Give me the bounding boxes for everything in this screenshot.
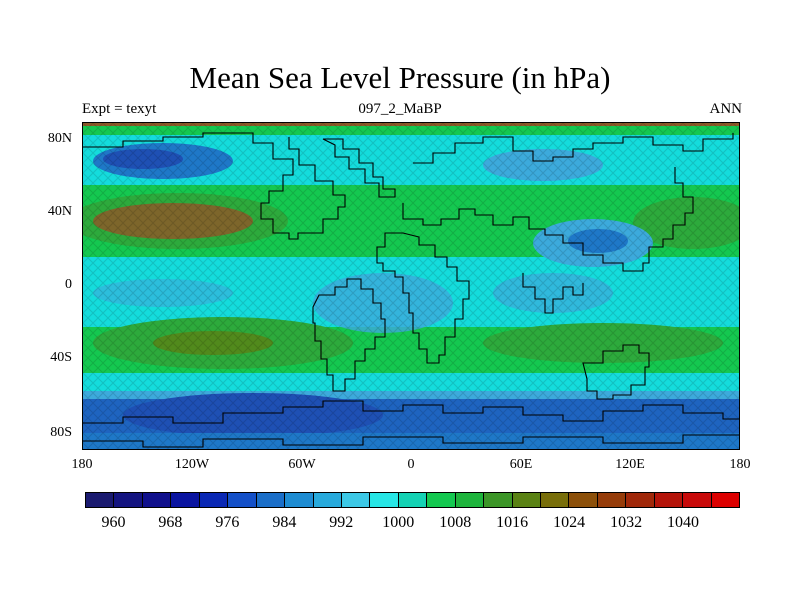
map-canvas bbox=[83, 123, 739, 449]
colorbar-swatch bbox=[427, 493, 456, 507]
lon-tick-120w: 120W bbox=[174, 457, 210, 472]
africa-coast bbox=[376, 232, 470, 364]
colorbar-label: 1040 bbox=[667, 514, 700, 531]
experiment-label: Expt = texyt bbox=[82, 101, 157, 117]
colorbar-swatch bbox=[199, 493, 229, 507]
antarctica-coast bbox=[83, 400, 739, 424]
lon-tick-120e: 120E bbox=[615, 457, 645, 472]
colorbar-swatch bbox=[86, 493, 115, 507]
colorbar-label: 1032 bbox=[610, 514, 643, 531]
colorbar-label: 976 bbox=[215, 514, 240, 531]
colorbar-swatch bbox=[626, 493, 655, 507]
colorbar-label: 992 bbox=[329, 514, 354, 531]
lon-tick-180w: 180 bbox=[71, 457, 93, 472]
south-asia-coast bbox=[522, 273, 584, 314]
coastlines bbox=[83, 132, 739, 448]
lat-tick-40s: 40S bbox=[50, 350, 72, 365]
colorbar-swatch bbox=[484, 493, 513, 507]
colorbar-swatch bbox=[541, 493, 570, 507]
significance-hatching bbox=[83, 123, 739, 449]
colorbar-swatch bbox=[683, 493, 712, 507]
colorbar-swatch bbox=[313, 493, 342, 507]
colorbar bbox=[85, 492, 740, 508]
colorbar-label: 1024 bbox=[553, 514, 586, 531]
colorbar-label: 984 bbox=[272, 514, 297, 531]
colorbar-swatch bbox=[711, 493, 740, 507]
colorbar-swatch bbox=[171, 493, 200, 507]
greenland-coast bbox=[322, 138, 396, 198]
lon-tick-60e: 60E bbox=[509, 457, 533, 472]
australia-coast bbox=[582, 344, 650, 400]
colorbar-swatch bbox=[370, 493, 399, 507]
colorbar-swatch bbox=[114, 493, 143, 507]
colorbar-swatch bbox=[455, 493, 485, 507]
lat-tick-0: 0 bbox=[65, 277, 72, 292]
antarctica-inner-coast bbox=[83, 434, 739, 448]
lon-tick-60w: 60W bbox=[288, 457, 316, 472]
season-label: ANN bbox=[709, 101, 743, 117]
south-america-coast bbox=[312, 278, 386, 392]
colorbar-label: 1016 bbox=[496, 514, 529, 531]
pressure-map bbox=[82, 122, 740, 450]
colorbar-swatch bbox=[597, 493, 627, 507]
colorbar-label: 960 bbox=[101, 514, 126, 531]
colorbar-label: 1008 bbox=[439, 514, 472, 531]
colorbar-swatch bbox=[256, 493, 286, 507]
eurasia-south-coast bbox=[402, 167, 694, 272]
lat-tick-80s: 80S bbox=[50, 425, 72, 440]
colorbar-swatch bbox=[285, 493, 314, 507]
colorbar-label: 968 bbox=[158, 514, 183, 531]
colorbar-swatch bbox=[341, 493, 371, 507]
lat-tick-40n: 40N bbox=[47, 204, 72, 219]
colorbar-swatch bbox=[398, 493, 428, 507]
colorbar-swatch bbox=[512, 493, 541, 507]
north-america-coast bbox=[83, 132, 346, 240]
colorbar-label: 1000 bbox=[382, 514, 415, 531]
lon-tick-0: 0 bbox=[407, 457, 415, 472]
colorbar-swatch bbox=[142, 493, 172, 507]
eurasia-north-coast bbox=[413, 133, 734, 164]
lat-tick-80n: 80N bbox=[47, 131, 72, 146]
colorbar-swatch bbox=[569, 493, 598, 507]
lon-tick-180e: 180 bbox=[729, 457, 751, 472]
chart-title: Mean Sea Level Pressure (in hPa) bbox=[189, 60, 611, 95]
colorbar-swatch bbox=[654, 493, 684, 507]
run-label: 097_2_MaBP bbox=[358, 101, 442, 117]
colorbar-swatch bbox=[228, 493, 257, 507]
